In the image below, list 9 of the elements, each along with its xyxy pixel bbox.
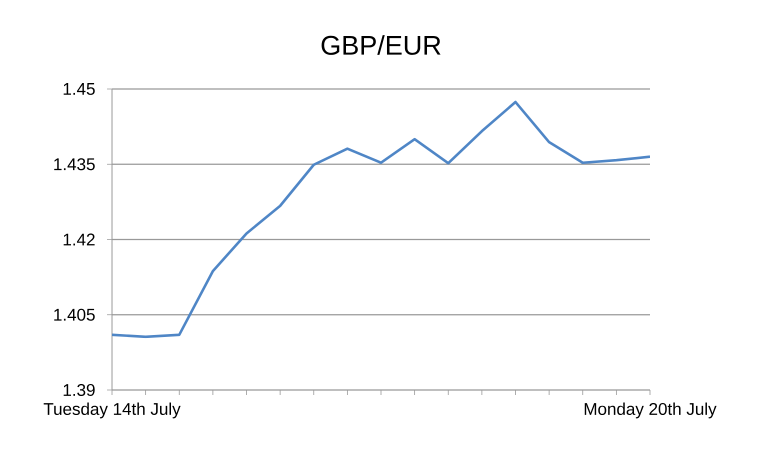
x-tick-label: Tuesday 14th July bbox=[44, 402, 181, 418]
x-tick-label: Monday 20th July bbox=[584, 402, 717, 418]
y-tick-label: 1.405 bbox=[54, 308, 95, 321]
y-tick-label: 1.45 bbox=[64, 83, 95, 95]
chart-title: GBP/EUR bbox=[322, 35, 441, 55]
y-tick-label: 1.435 bbox=[54, 158, 95, 170]
y-tick-label: 1.39 bbox=[64, 384, 95, 396]
y-tick-label: 1.42 bbox=[64, 234, 95, 246]
line-series bbox=[112, 100, 650, 338]
